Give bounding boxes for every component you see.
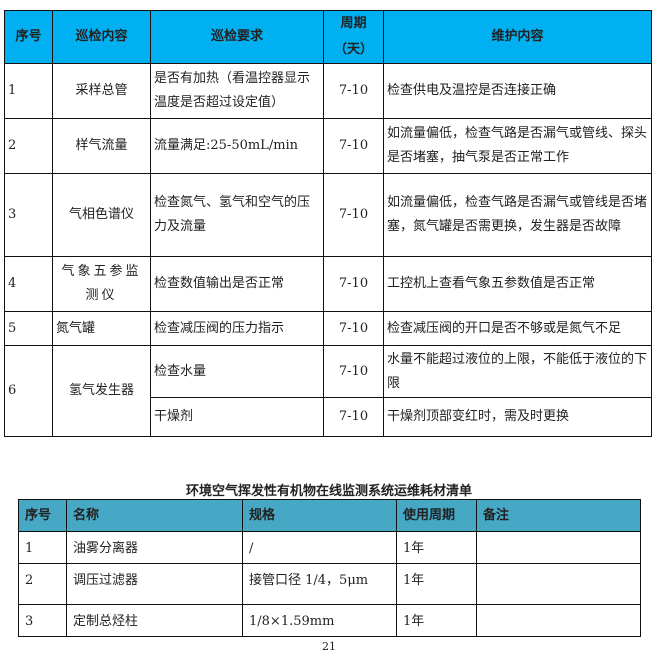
table-header-row: 序号 名称 规格 使用周期 备注 [18, 499, 641, 532]
cell: 7-10 [323, 173, 384, 257]
cell: 1/8×1.59mm [242, 604, 397, 637]
cell: 流量满足:25-50mL/min [150, 118, 324, 174]
cell: 定制总烃柱 [66, 604, 243, 637]
cell [476, 531, 641, 564]
table-row: 1 采样总管 是否有加热（看温控器显示温度是否超过设定值） 7-10 检查供电及温控是否… [4, 63, 652, 119]
cell: 调压过滤器 [66, 563, 243, 605]
cell: 7-10 [323, 63, 384, 119]
cell: 2 [4, 118, 53, 174]
cell: 7-10 [323, 311, 384, 346]
cell: 7-10 [323, 345, 384, 398]
header-cell: 备注 [476, 499, 641, 532]
cell: 检查减压阀的压力指示 [150, 311, 324, 346]
cell [476, 604, 641, 637]
consumables-table: 序号 名称 规格 使用周期 备注 1 油雾分离器/1年 2 调压过滤器 接管口径 1/… [18, 499, 641, 637]
table-row: 3 定制总烃柱 1/8×1.59mm 1年 [18, 604, 641, 637]
cell: 3 [18, 604, 67, 637]
cell: 6 [4, 345, 53, 437]
table-row: 4 气象五参监测仪 检查数值输出是否正常 7-10 工控机上查看气象五参数值是否正常 [4, 256, 652, 312]
cell: 气相色谱仪 [52, 173, 151, 257]
cell: 1 [4, 63, 53, 119]
cell: 7-10 [323, 256, 384, 312]
cell: 干燥剂顶部变红时，需及时更换 [383, 397, 652, 437]
header-cell: 周期（天） [323, 10, 384, 64]
table-header-row: 序号 巡检内容 巡检要求 周期（天） 维护内容 [4, 10, 652, 64]
header-cell: 巡检要求 [150, 10, 324, 64]
cell: 检查数值输出是否正常 [150, 256, 324, 312]
cell: 氢气发生器 [52, 345, 151, 437]
cell: 7-10 [323, 118, 384, 174]
header-cell: 序号 [18, 499, 67, 532]
cell: 3 [4, 173, 53, 257]
cell: 1年 [396, 563, 477, 605]
cell: 检查氮气、氢气和空气的压力及流量 [150, 173, 324, 257]
cell: 如流量偏低，检查气路是否漏气或管线是否堵塞，氮气罐是否需更换，发生器是否故障 [383, 173, 652, 257]
header-cell: 序号 [4, 10, 53, 64]
cell: 2 [18, 563, 67, 605]
header-cell: 使用周期 [396, 499, 477, 532]
page-number: 21 [322, 640, 336, 653]
cell: 样气流量 [52, 118, 151, 174]
header-cell: 名称 [66, 499, 243, 532]
table-row: 6 氢气发生器 检查水量 7-10 水量不能超过液位的上限，不能低于液位的下限 [4, 345, 652, 437]
cell: 油雾分离器 [66, 531, 243, 564]
cell: 1年 [396, 531, 477, 564]
cell: 气象五参监测仪 [52, 256, 151, 312]
table-row: 5 氮气罐 检查减压阀的压力指示 7-10 检查减压阀的开口是否不够或是氮气不足 [4, 311, 652, 346]
cell: / [242, 531, 397, 564]
cell: 检查供电及温控是否连接正确 [383, 63, 652, 119]
cell: 5 [4, 311, 53, 346]
table-row: 3 气相色谱仪 检查氮气、氢气和空气的压力及流量 7-10 如流量偏低，检查气路是否漏气… [4, 173, 652, 257]
header-cell: 巡检内容 [52, 10, 151, 64]
cell: 接管口径 1/4，5μm [242, 563, 397, 605]
inspection-table: 序号 巡检内容 巡检要求 周期（天） 维护内容 1 采样总管 是否有加热（看温控器显… [4, 10, 652, 437]
consumables-title: 环境空气挥发性有机物在线监测系统运维耗材清单 [185, 484, 472, 499]
cell: 水量不能超过液位的上限，不能低于液位的下限 [383, 345, 652, 398]
cell: 干燥剂 [150, 397, 324, 437]
cell: 检查水量 [150, 345, 324, 398]
header-cell: 维护内容 [383, 10, 652, 64]
cell: 4 [4, 256, 53, 312]
cell: 7-10 [323, 397, 384, 437]
table-row: 干燥剂 7-10 干燥剂顶部变红时，需及时更换 [5, 397, 652, 437]
table-row: 1 油雾分离器/1年 [18, 531, 641, 564]
cell: 氮气罐 [52, 311, 151, 346]
table-row: 2 样气流量 流量满足:25-50mL/min 7-10 如流量偏低，检查气路是否漏气或… [4, 118, 652, 174]
cell: 采样总管 [52, 63, 151, 119]
table-row: 2 调压过滤器 接管口径 1/4，5μm 1年 [18, 563, 641, 605]
cell: 1 [18, 531, 67, 564]
cell: 如流量偏低，检查气路是否漏气或管线、探头是否堵塞，抽气泵是否正常工作 [383, 118, 652, 174]
cell: 1年 [396, 604, 477, 637]
cell: 工控机上查看气象五参数值是否正常 [383, 256, 652, 312]
cell [476, 563, 641, 605]
cell: 是否有加热（看温控器显示温度是否超过设定值） [150, 63, 324, 119]
header-cell: 规格 [242, 499, 397, 532]
cell: 检查减压阀的开口是否不够或是氮气不足 [383, 311, 652, 346]
